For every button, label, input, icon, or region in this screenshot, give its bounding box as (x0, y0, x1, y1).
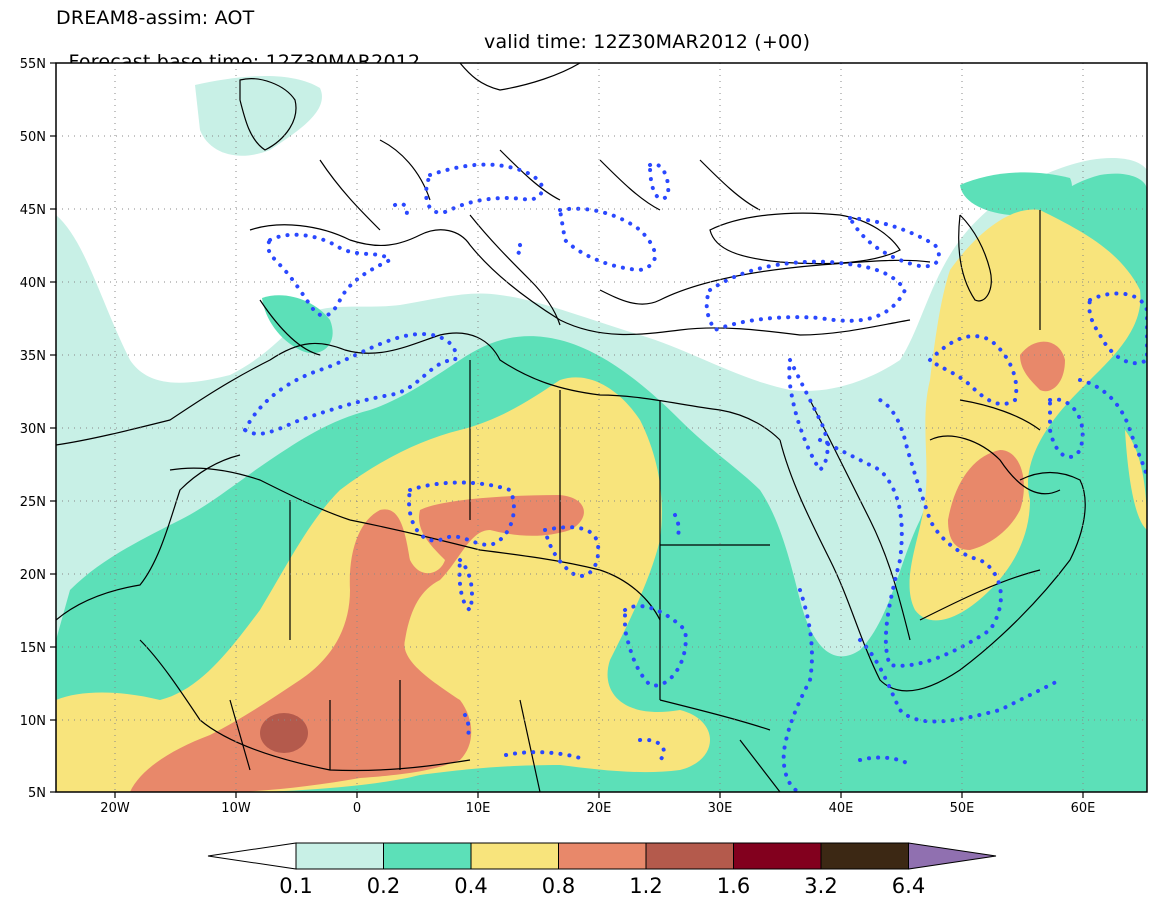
longitude-labels: 20W 10W 0 10E 20E 30E 40E 50E 60E (100, 801, 1095, 816)
aot-max-west-africa (260, 713, 308, 753)
colorbar-segment (645, 842, 734, 870)
lat-label: 40N (20, 276, 46, 291)
colorbar-label: 1.2 (629, 874, 662, 898)
colorbar-label: 0.8 (542, 874, 575, 898)
map-plot-area (56, 63, 1147, 792)
lon-label: 10E (466, 801, 491, 816)
aot-band-1.2-1.6 (260, 713, 308, 753)
lon-label: 30E (708, 801, 733, 816)
lon-label: 20E (587, 801, 612, 816)
colorbar-segment (295, 842, 384, 870)
colorbar-segment (733, 842, 822, 870)
colorbar-segment (558, 842, 647, 870)
lat-label: 20N (20, 568, 46, 583)
valid-time: valid time: 12Z30MAR2012 (+00) (484, 31, 811, 53)
chart-title: DREAM8-assim: AOT (56, 7, 255, 29)
lon-label: 40E (829, 801, 854, 816)
lon-label: 10W (221, 801, 251, 816)
colorbar-segment (470, 842, 559, 870)
colorbar-labels: 0.1 0.2 0.4 0.8 1.2 1.6 3.2 6.4 (279, 874, 925, 898)
lon-label: 20W (100, 801, 130, 816)
lon-label: 50E (950, 801, 975, 816)
lat-label: 10N (20, 714, 46, 729)
colorbar-label: 0.2 (367, 874, 400, 898)
colorbar-segment (383, 842, 472, 870)
lon-label: 0 (353, 801, 361, 816)
aot-contour-dotted (242, 162, 1147, 792)
lat-label: 45N (20, 203, 46, 218)
colorbar-label: 3.2 (804, 874, 837, 898)
lat-label: 30N (20, 422, 46, 437)
colorbar-label: 1.6 (717, 874, 750, 898)
lat-label: 15N (20, 641, 46, 656)
aot-band-0.8-1.2 (130, 341, 1065, 792)
lat-label: 50N (20, 130, 46, 145)
colorbar-label: 0.4 (454, 874, 487, 898)
colorbar-segment-under (207, 842, 297, 870)
lat-label: 25N (20, 495, 46, 510)
lon-label: 60E (1071, 801, 1096, 816)
lat-label: 35N (20, 349, 46, 364)
colorbar-segment (820, 842, 909, 870)
colorbar (207, 842, 997, 870)
coastlines-and-borders (56, 63, 1086, 792)
colorbar-label: 6.4 (892, 874, 925, 898)
latitude-labels: 55N 50N 45N 40N 35N 30N 25N 20N 15N 10N … (20, 57, 46, 801)
lat-label: 55N (20, 57, 46, 72)
lat-label: 5N (28, 786, 46, 801)
axis-ticks (50, 62, 1084, 798)
colorbar-label: 0.1 (279, 874, 312, 898)
colorbar-segment-over (908, 842, 997, 870)
